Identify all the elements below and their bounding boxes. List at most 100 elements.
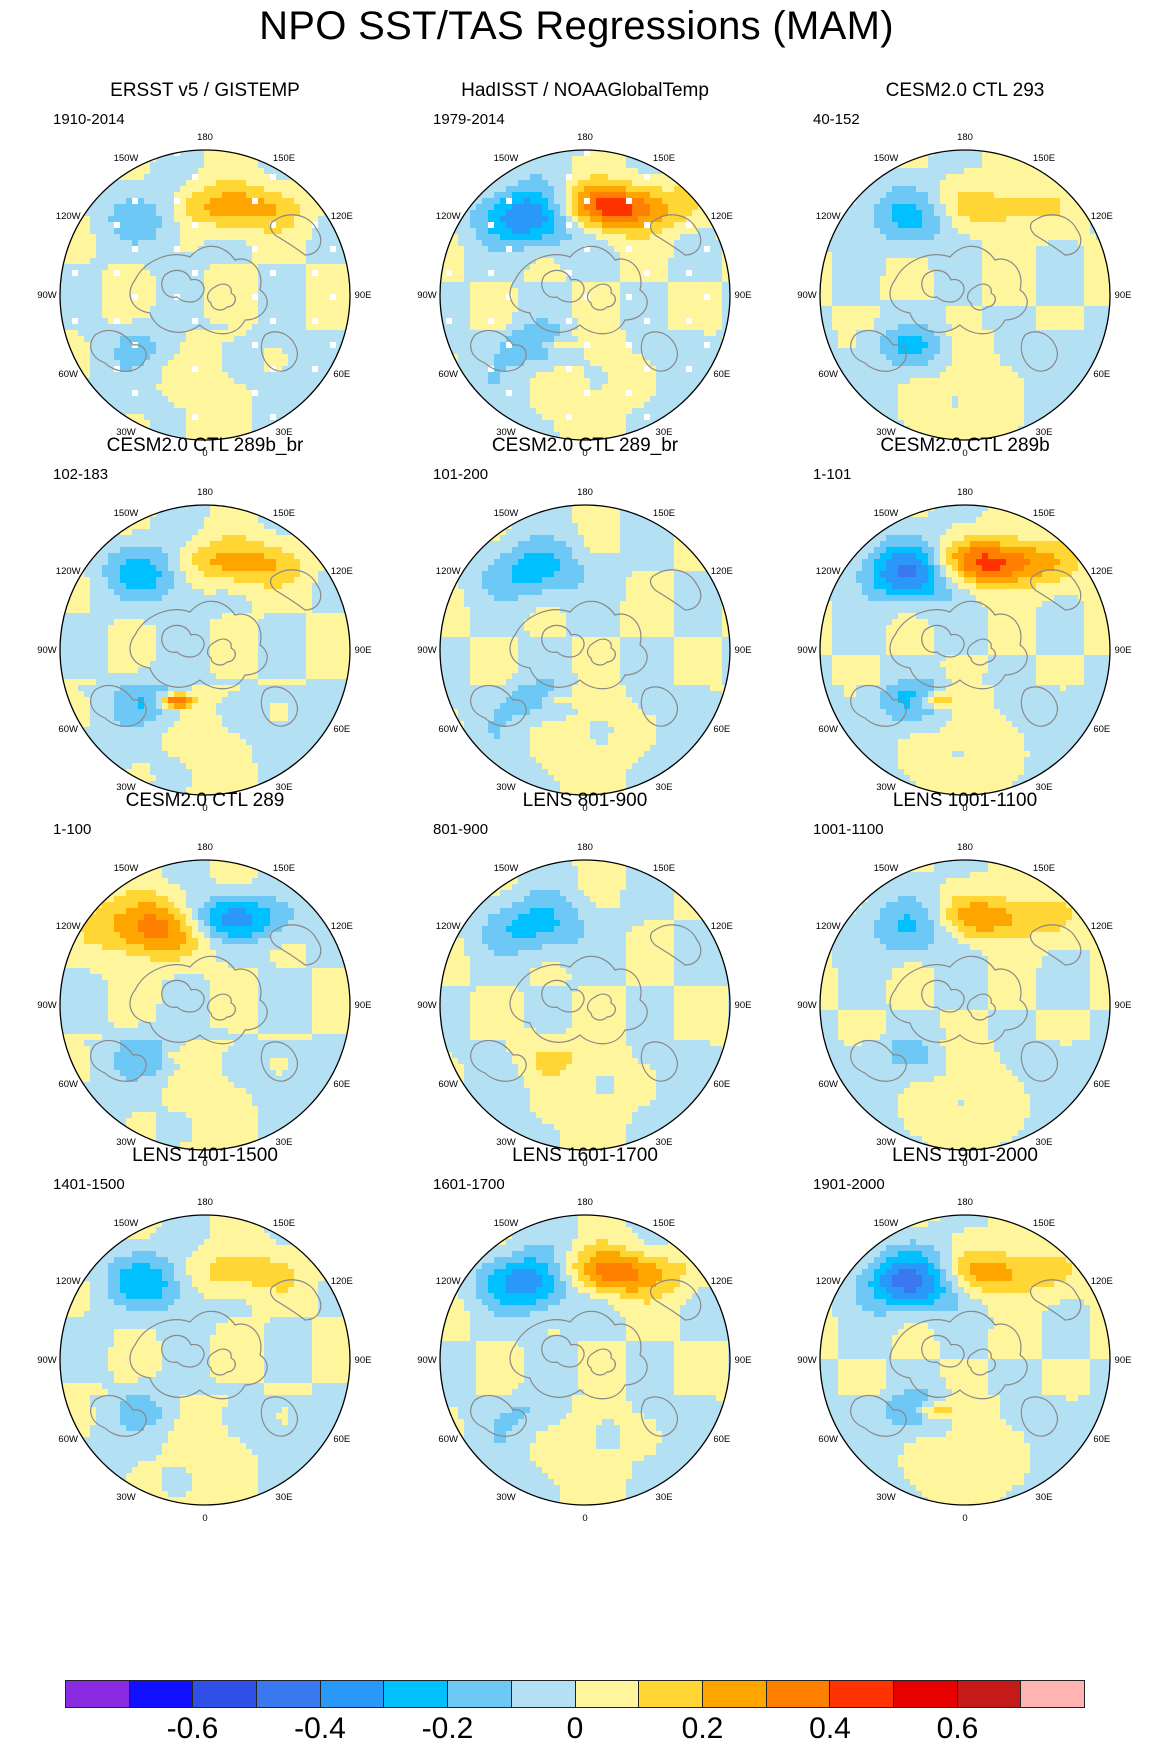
longitude-label: 90W xyxy=(797,645,817,656)
longitude-label: 180 xyxy=(197,842,213,853)
longitude-label: 120E xyxy=(1091,1276,1113,1287)
panel-title: CESM2.0 CTL 293 xyxy=(780,80,1150,102)
longitude-label: 150W xyxy=(874,1218,899,1229)
longitude-label: 120E xyxy=(331,566,353,577)
longitude-label: 180 xyxy=(957,842,973,853)
longitude-label: 120W xyxy=(816,1276,841,1287)
longitude-label: 30W xyxy=(496,1492,516,1503)
longitude-label: 150W xyxy=(874,153,899,164)
colorbar-tick-label: 0 xyxy=(525,1712,625,1746)
longitude-label: 120W xyxy=(56,211,81,222)
longitude-label: 60W xyxy=(58,369,78,380)
longitude-label: 150E xyxy=(273,863,295,874)
longitude-label: 60E xyxy=(333,724,350,735)
longitude-label: 120W xyxy=(56,566,81,577)
colorbar-tick-label: -0.4 xyxy=(270,1712,370,1746)
longitude-label: 60W xyxy=(58,1079,78,1090)
longitude-label: 150W xyxy=(114,1218,139,1229)
longitude-label: 120W xyxy=(56,1276,81,1287)
panel-title: CESM2.0 CTL 289_br xyxy=(400,435,770,457)
longitude-label: 90E xyxy=(735,290,752,301)
longitude-label: 150W xyxy=(494,863,519,874)
longitude-label: 120E xyxy=(711,921,733,932)
longitude-label: 120E xyxy=(711,1276,733,1287)
longitude-label: 90E xyxy=(355,1355,372,1366)
colorbar-box xyxy=(767,1680,831,1708)
longitude-label: 90W xyxy=(797,1000,817,1011)
longitude-label: 60W xyxy=(438,1434,458,1445)
longitude-label: 180 xyxy=(197,132,213,143)
longitude-label: 150E xyxy=(1033,863,1055,874)
panel-title: LENS 1001-1100 xyxy=(780,790,1150,812)
panel-years: 1910-2014 xyxy=(53,111,125,128)
longitude-label: 60E xyxy=(1093,1079,1110,1090)
colorbar-tick-label: -0.6 xyxy=(143,1712,243,1746)
longitude-label: 150W xyxy=(114,863,139,874)
longitude-label: 120W xyxy=(436,1276,461,1287)
longitude-label: 180 xyxy=(577,1197,593,1208)
longitude-label: 60W xyxy=(818,724,838,735)
longitude-label: 150E xyxy=(1033,1218,1055,1229)
panel-title: HadISST / NOAAGlobalTemp xyxy=(400,80,770,102)
colorbar-tick-label: -0.2 xyxy=(398,1712,498,1746)
panel-years: 801-900 xyxy=(433,821,488,838)
longitude-label: 120W xyxy=(816,566,841,577)
longitude-label: 60E xyxy=(713,1434,730,1445)
longitude-label: 90W xyxy=(417,1355,437,1366)
colorbar-box xyxy=(703,1680,767,1708)
panel-years: 101-200 xyxy=(433,466,488,483)
panel-title: CESM2.0 CTL 289 xyxy=(20,790,390,812)
longitude-label: 0 xyxy=(962,1513,967,1524)
longitude-label: 0 xyxy=(582,1513,587,1524)
longitude-label: 150E xyxy=(653,508,675,519)
longitude-label: 150E xyxy=(1033,508,1055,519)
panel-years: 1901-2000 xyxy=(813,1176,885,1193)
longitude-label: 180 xyxy=(197,1197,213,1208)
colorbar-box xyxy=(576,1680,640,1708)
longitude-label: 120W xyxy=(816,921,841,932)
longitude-label: 150E xyxy=(273,153,295,164)
colorbar-box xyxy=(257,1680,321,1708)
longitude-label: 90W xyxy=(417,645,437,656)
longitude-label: 180 xyxy=(197,487,213,498)
colorbar-tick-label: 0.4 xyxy=(780,1712,880,1746)
longitude-label: 120E xyxy=(711,211,733,222)
longitude-label: 120E xyxy=(1091,211,1113,222)
colorbar-box xyxy=(1021,1680,1085,1708)
longitude-label: 150W xyxy=(494,153,519,164)
longitude-label: 30W xyxy=(116,1492,136,1503)
longitude-label: 60E xyxy=(713,1079,730,1090)
longitude-label: 150W xyxy=(874,508,899,519)
longitude-label: 120E xyxy=(1091,566,1113,577)
longitude-label: 120E xyxy=(331,211,353,222)
longitude-label: 120W xyxy=(56,921,81,932)
panel-title: LENS 1601-1700 xyxy=(400,1145,770,1167)
longitude-label: 90W xyxy=(797,1355,817,1366)
longitude-label: 120W xyxy=(436,566,461,577)
panel-years: 1601-1700 xyxy=(433,1176,505,1193)
longitude-label: 60W xyxy=(818,1434,838,1445)
panel-title: LENS 801-900 xyxy=(400,790,770,812)
longitude-label: 60W xyxy=(818,369,838,380)
longitude-label: 90E xyxy=(1115,645,1132,656)
longitude-label: 90W xyxy=(37,645,57,656)
longitude-label: 120W xyxy=(436,921,461,932)
longitude-label: 90W xyxy=(37,1000,57,1011)
colorbar-box xyxy=(958,1680,1022,1708)
panel-years: 40-152 xyxy=(813,111,860,128)
longitude-label: 90E xyxy=(355,1000,372,1011)
longitude-label: 150W xyxy=(874,863,899,874)
